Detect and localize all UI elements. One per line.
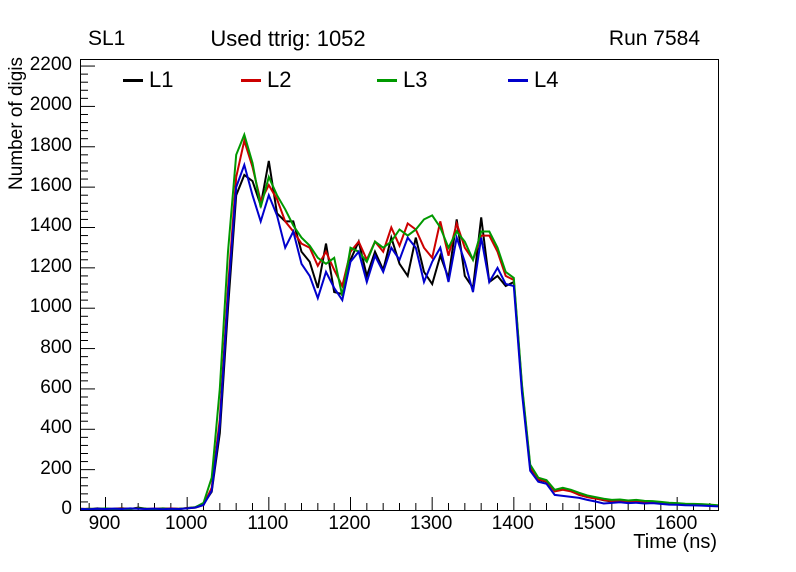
x-axis-title: Time (ns) [633, 531, 717, 553]
plot-frame [80, 59, 719, 511]
y-tick-label: 1200 [29, 255, 72, 277]
legend-label: L1 [149, 67, 174, 92]
y-tick-label: 800 [40, 336, 72, 358]
y-tick-label: 600 [40, 376, 72, 398]
series-line-L3 [81, 131, 718, 510]
legend-entry-L4: L4 [508, 66, 558, 94]
y-axis-title: Number of digis [6, 56, 27, 190]
y-tick-label: 400 [40, 417, 72, 439]
y-tick-label: 200 [40, 457, 72, 479]
series-line-L4 [81, 161, 718, 510]
x-tick-label: 900 [88, 513, 121, 534]
x-tick-label: 1100 [247, 513, 289, 534]
pad-title-right: Run 7584 [608, 27, 700, 50]
legend-entry-L1: L1 [123, 66, 173, 94]
y-tick-label: 1800 [29, 134, 72, 156]
legend-entry-L3: L3 [377, 66, 427, 94]
x-tick-label: 1600 [655, 513, 698, 534]
y-tick-label: 1600 [29, 175, 72, 197]
legend-line-icon [241, 78, 261, 82]
plot-svg [81, 65, 718, 510]
y-tick-label: 2200 [29, 54, 72, 76]
legend-line-icon [377, 78, 397, 82]
y-tick-label: 0 [61, 498, 72, 519]
y-tick-label: 2000 [29, 94, 72, 116]
legend-label: L4 [534, 67, 559, 92]
legend-label: L2 [267, 67, 292, 92]
x-tick-label: 1000 [165, 513, 208, 534]
x-tick-label: 1300 [410, 513, 453, 534]
x-tick-label: 1400 [491, 513, 534, 534]
legend: L1 L2 L3 L4 [80, 66, 717, 96]
pad-title-center: Used ttrig: 1052 [210, 26, 366, 51]
legend-entry-L2: L2 [241, 66, 291, 94]
y-tick-label: 1400 [29, 215, 72, 237]
series-line-L2 [81, 136, 718, 510]
legend-line-icon [123, 78, 143, 82]
x-tick-label: 1500 [573, 513, 616, 534]
x-tick-label: 1200 [328, 513, 371, 534]
y-tick-label: 1000 [29, 296, 72, 318]
pad-title-left: SL1 [88, 27, 126, 50]
legend-line-icon [508, 78, 528, 82]
legend-label: L3 [403, 67, 428, 92]
series-line-L1 [81, 160, 718, 510]
